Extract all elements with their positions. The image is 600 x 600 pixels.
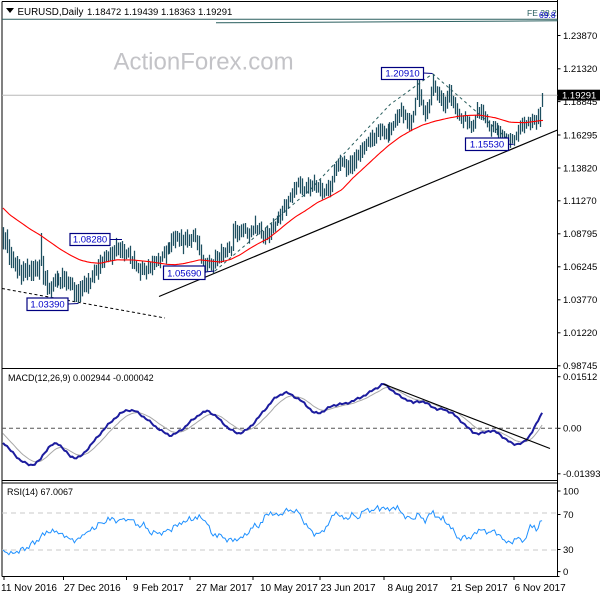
svg-text:0.01512: 0.01512 [563,372,597,383]
svg-text:30: 30 [563,545,574,556]
svg-text:ActionForex.com: ActionForex.com [114,49,294,76]
svg-text:0.98745: 0.98745 [563,361,597,372]
svg-text:0.00: 0.00 [563,424,582,435]
svg-text:1.08280: 1.08280 [73,235,107,246]
svg-text:1.21320: 1.21320 [563,64,597,75]
svg-text:9 Feb 2017: 9 Feb 2017 [133,583,184,594]
svg-text:1.20910: 1.20910 [385,69,419,80]
svg-text:RSI(14) 67.0067: RSI(14) 67.0067 [7,487,73,497]
svg-text:1.19291: 1.19291 [562,90,596,101]
svg-text:1.18472 1.19439 1.18363 1.1929: 1.18472 1.19439 1.18363 1.19291 [87,7,232,18]
svg-text:10 May 2017: 10 May 2017 [260,583,318,594]
svg-text:-0.013938: -0.013938 [563,469,600,480]
svg-text:1.03770: 1.03770 [563,295,597,306]
svg-text:1.15530: 1.15530 [470,140,504,151]
svg-text:70: 70 [563,510,574,521]
svg-text:69.8: 69.8 [539,10,556,20]
svg-text:0: 0 [563,567,568,578]
svg-text:23 Jun 2017: 23 Jun 2017 [321,583,376,594]
svg-text:8 Aug 2017: 8 Aug 2017 [388,583,439,594]
svg-text:1.05690: 1.05690 [167,269,201,280]
svg-text:1.01220: 1.01220 [563,328,597,339]
svg-text:27 Mar 2017: 27 Mar 2017 [196,583,253,594]
svg-text:1.16295: 1.16295 [563,130,597,141]
svg-text:MACD(12,26,9) 0.002944 -0.0000: MACD(12,26,9) 0.002944 -0.000042 [8,373,154,383]
svg-text:1.13820: 1.13820 [563,163,597,174]
svg-text:1.06245: 1.06245 [563,262,597,273]
svg-text:1.18845: 1.18845 [563,97,597,108]
svg-text:100: 100 [563,486,579,497]
svg-text:21 Sep 2017: 21 Sep 2017 [451,583,508,594]
svg-text:27 Dec 2016: 27 Dec 2016 [64,583,121,594]
svg-text:11 Nov 2016: 11 Nov 2016 [1,583,57,594]
svg-text:1.23870: 1.23870 [563,31,597,42]
svg-text:1.11270: 1.11270 [563,196,597,207]
svg-text:6 Nov 2017: 6 Nov 2017 [515,583,567,594]
svg-text:EURUSD,Daily: EURUSD,Daily [18,7,84,18]
svg-text:FE 28.2: FE 28.2 [527,8,557,18]
svg-text:1.03390: 1.03390 [30,300,64,311]
svg-text:1.08795: 1.08795 [563,229,597,240]
